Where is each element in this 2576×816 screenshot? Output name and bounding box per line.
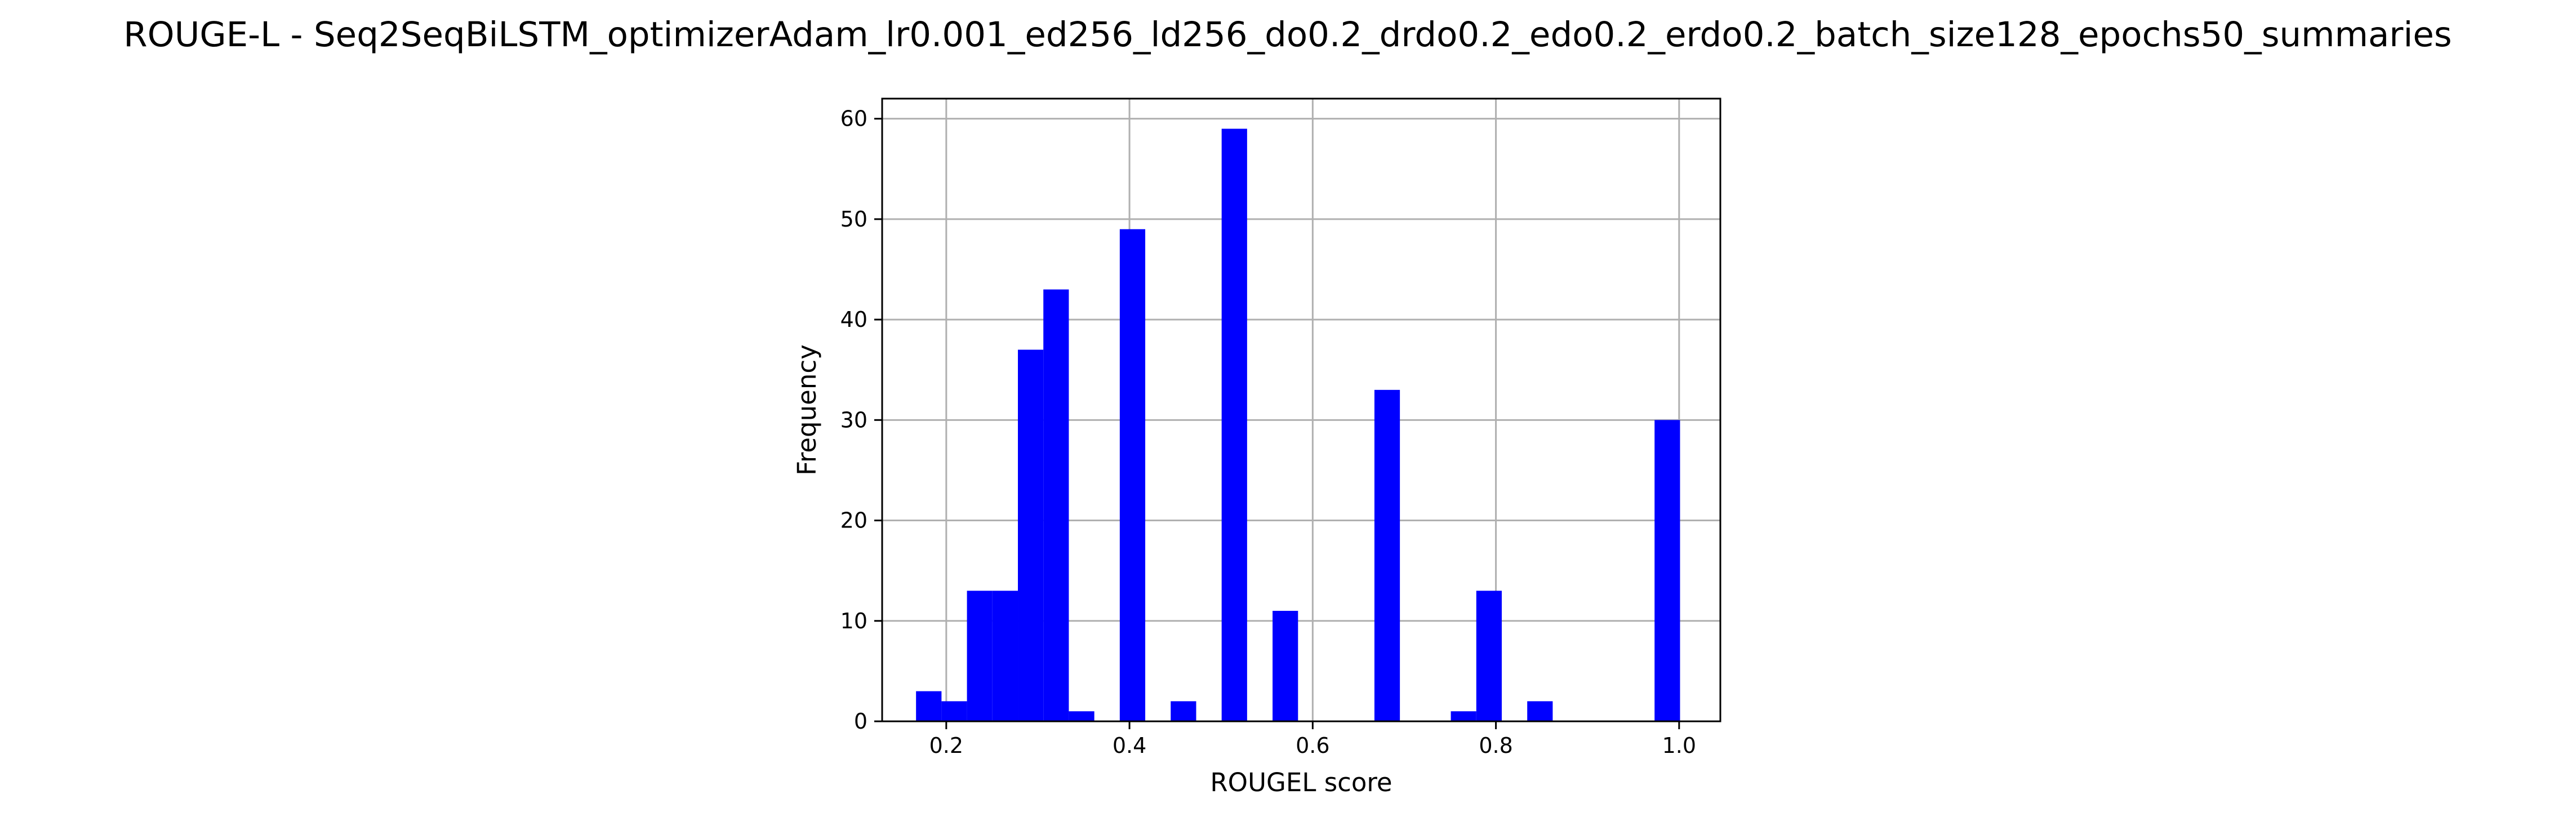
plot-frame: [881, 97, 1721, 722]
y-tick-label: 60: [840, 107, 867, 131]
axis-ticks: 0.2 0.4 0.6 0.8 1.0 0 10 20 30 40 50 60: [840, 107, 1696, 758]
y-tick-label: 30: [840, 407, 867, 432]
histogram-bar: [1476, 591, 1502, 721]
histogram-bar: [916, 691, 942, 721]
histogram-bar: [1043, 289, 1069, 721]
x-tick-label: 0.2: [929, 733, 963, 758]
y-axis-label: Frequency: [792, 344, 822, 475]
histogram-bar: [1374, 389, 1400, 721]
histogram-bars: [916, 128, 1680, 721]
histogram-bar: [1018, 349, 1044, 721]
histogram-bar: [1654, 420, 1680, 721]
y-tick-label: 10: [840, 609, 867, 633]
chart-title: ROUGE-L - Seq2SeqBiLSTM_optimizerAdam_lr…: [123, 15, 2452, 55]
x-tick-label: 0.8: [1479, 733, 1512, 758]
histogram-bar: [941, 701, 967, 721]
histogram-bar: [1119, 229, 1146, 721]
histogram-bar: [1451, 711, 1476, 721]
histogram-bar: [1069, 711, 1095, 721]
histogram-bar: [1527, 701, 1553, 721]
x-tick-label: 1.0: [1662, 733, 1696, 758]
histogram-bar: [1171, 701, 1196, 721]
x-tick-label: 0.6: [1296, 733, 1329, 758]
y-tick-label: 20: [840, 508, 867, 533]
y-tick-label: 40: [840, 307, 867, 332]
x-tick-label: 0.4: [1113, 733, 1146, 758]
histogram-bar: [992, 591, 1018, 721]
histogram-bar: [967, 591, 993, 721]
histogram-bar: [1273, 610, 1298, 721]
y-tick-label: 50: [840, 207, 867, 232]
histogram-bar: [1221, 128, 1247, 721]
y-tick-label: 0: [854, 709, 867, 734]
x-axis-label: ROUGEL score: [1210, 768, 1392, 797]
